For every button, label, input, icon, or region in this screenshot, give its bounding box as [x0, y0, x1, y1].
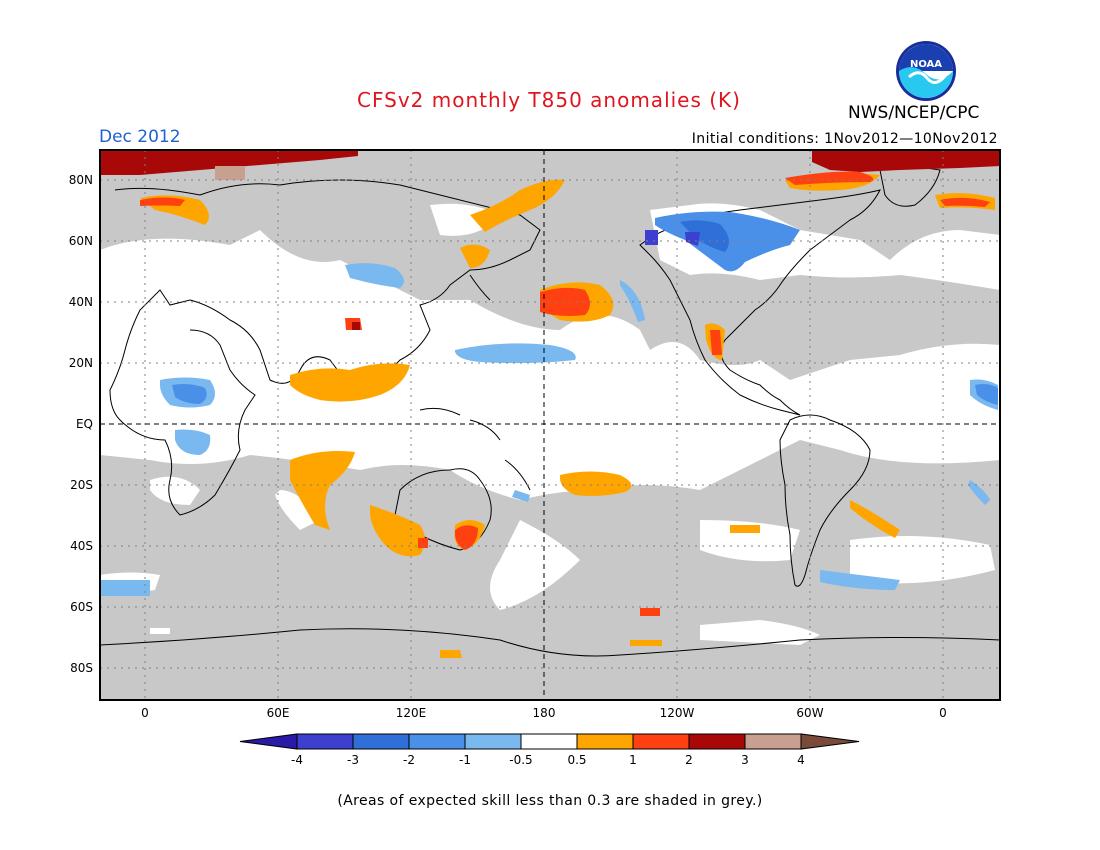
- grid-lines: [100, 150, 1000, 700]
- colorbar-box: [632, 733, 690, 750]
- initial-conditions: Initial conditions: 1Nov2012—10Nov2012: [691, 131, 998, 147]
- lon-label: 60W: [796, 706, 823, 720]
- map-title: CFSv2 monthly T850 anomalies (K): [357, 88, 741, 112]
- colorbar-box: [688, 733, 746, 750]
- colorbar-box: [296, 733, 354, 750]
- lat-label: 40N: [69, 295, 93, 309]
- colorbar-arrow-high: [800, 733, 860, 750]
- colorbar-tick-label: 1: [629, 753, 637, 767]
- lat-label: 20N: [69, 356, 93, 370]
- skill-footnote: (Areas of expected skill less than 0.3 a…: [337, 793, 763, 809]
- map-frame: [99, 149, 1001, 701]
- white-regions: [100, 203, 1000, 645]
- colorbar-tick-label: -2: [403, 753, 415, 767]
- colorbar-tick-label: 0.5: [567, 753, 586, 767]
- lat-label: 80N: [69, 173, 93, 187]
- peak-anomalies: [215, 166, 245, 180]
- lat-label: 40S: [70, 539, 93, 553]
- latitude-labels: 80N 60N 40N 20N EQ 20S 40S 60S 80S: [69, 173, 93, 675]
- colorbar-box: [352, 733, 410, 750]
- colorbar-tick-label: -1: [459, 753, 471, 767]
- noaa-logo-icon: NOAA: [896, 41, 956, 101]
- main-axes: [100, 150, 1000, 700]
- colorbar-box: [464, 733, 522, 750]
- lat-label: 80S: [70, 661, 93, 675]
- colorbar-tick-label: 4: [797, 753, 805, 767]
- svg-text:NOAA: NOAA: [910, 59, 942, 70]
- strong-warm-anomalies: [140, 171, 990, 616]
- colorbar-tick-label: -3: [347, 753, 359, 767]
- colorbar-box: [744, 733, 802, 750]
- very-warm-anomalies: [100, 150, 1000, 330]
- colorbar-tick-label: -0.5: [509, 753, 532, 767]
- lat-label: EQ: [76, 417, 93, 431]
- longitude-labels: 0 60E 120E 180 120W 60W 0: [141, 706, 947, 720]
- lon-label: 0: [939, 706, 947, 720]
- valid-month: Dec 2012: [99, 127, 181, 147]
- colorbar-box: [520, 733, 578, 750]
- colorbar-arrow-low: [239, 733, 298, 750]
- lon-label: 120E: [396, 706, 427, 720]
- organization-label: NWS/NCEP/CPC: [848, 103, 980, 123]
- lon-label: 180: [533, 706, 556, 720]
- colorbar-tick-label: 3: [741, 753, 749, 767]
- lon-label: 120W: [660, 706, 695, 720]
- lat-label: 20S: [70, 478, 93, 492]
- lat-label: 60N: [69, 234, 93, 248]
- colorbar-box: [576, 733, 634, 750]
- colorbar-box: [408, 733, 466, 750]
- colorbar-tick-label: 2: [685, 753, 693, 767]
- colorbar-tick-label: -4: [291, 753, 303, 767]
- lon-label: 0: [141, 706, 149, 720]
- colorbar: -4 -3 -2 -1 -0.5 0.5 1 2 3 4: [239, 733, 860, 767]
- lon-label: 60E: [267, 706, 290, 720]
- lat-label: 60S: [70, 600, 93, 614]
